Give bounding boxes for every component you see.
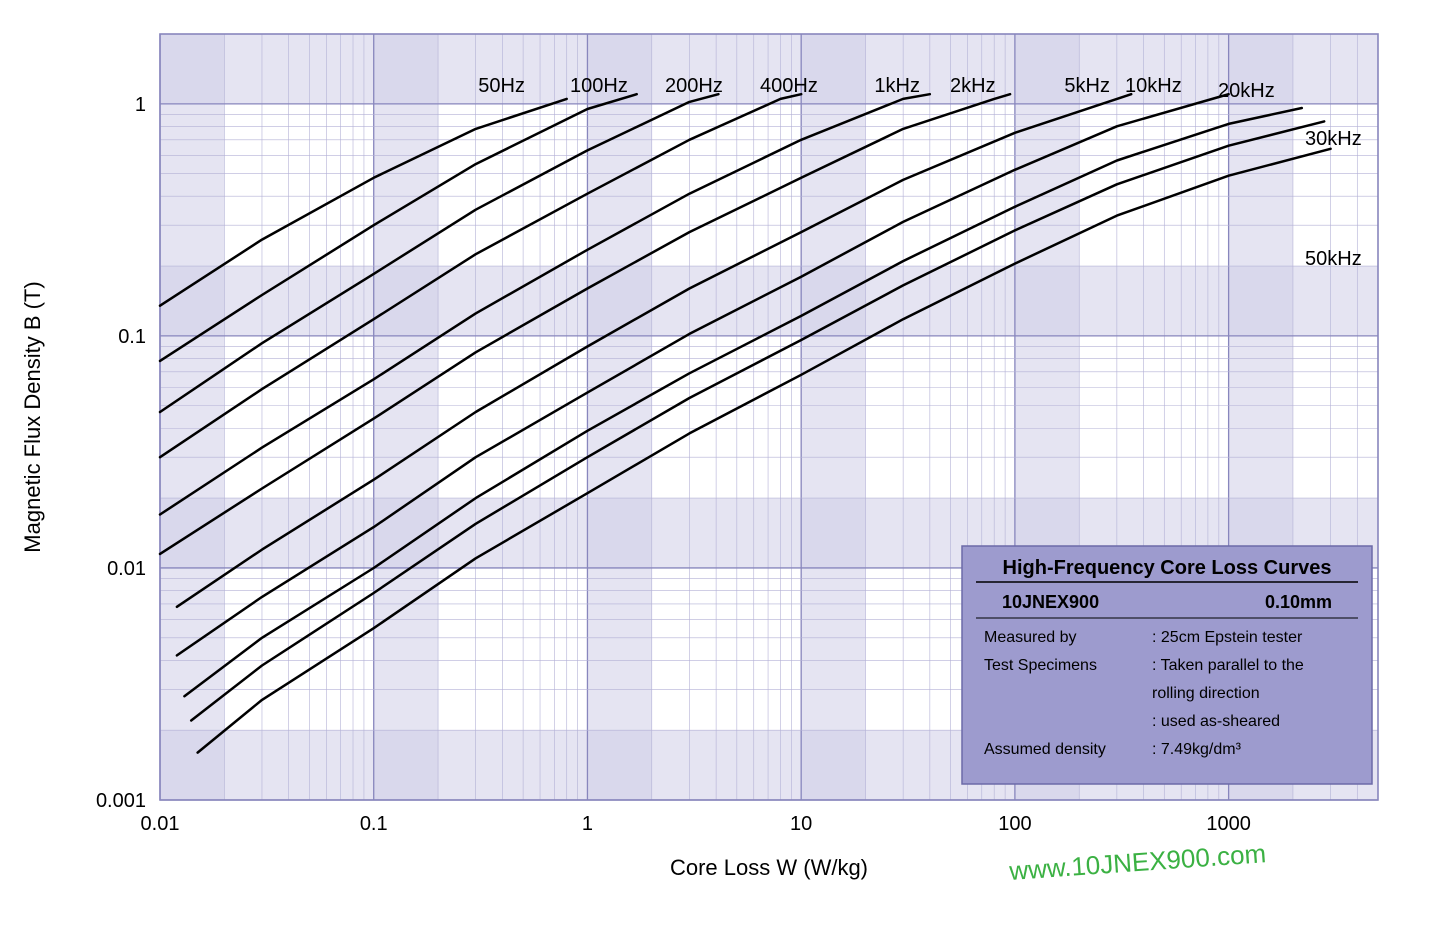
info-box-thickness: 0.10mm xyxy=(1265,592,1332,612)
y-tick-label: 1 xyxy=(135,94,146,116)
curve-label-20khz: 20kHz xyxy=(1218,80,1275,102)
x-tick-label: 0.1 xyxy=(360,813,388,835)
y-axis-label: Magnetic Flux Density B (T) xyxy=(20,281,45,552)
curve-label-5khz: 5kHz xyxy=(1064,75,1110,97)
info-box-row-value: : 25cm Epstein tester xyxy=(1152,629,1303,646)
y-tick-label: 0.01 xyxy=(107,558,146,580)
curve-label-400hz: 400Hz xyxy=(760,75,818,97)
chart-container: 50Hz 100Hz 200Hz 400Hz 1kHz 2kHz 5kHz 10kHz 20kH… xyxy=(0,0,1431,931)
x-tick-label: 1 xyxy=(582,813,593,835)
info-box-material: 10JNEX900 xyxy=(1002,592,1099,612)
info-box-row-value: : used as-sheared xyxy=(1152,713,1280,730)
x-axis-label: Core Loss W (W/kg) xyxy=(670,855,868,880)
x-tick-label: 100 xyxy=(998,813,1031,835)
x-tick-label: 0.01 xyxy=(141,813,180,835)
info-box-row-label: Measured by xyxy=(984,629,1077,646)
curve-label-1khz: 1kHz xyxy=(874,75,920,97)
info-box-title: High-Frequency Core Loss Curves xyxy=(1003,557,1332,579)
curve-label-50khz: 50kHz xyxy=(1305,248,1362,270)
curve-label-200hz: 200Hz xyxy=(665,75,723,97)
curve-label-2khz: 2kHz xyxy=(950,75,996,97)
x-tick-label: 10 xyxy=(790,813,812,835)
core-loss-chart-svg: 50Hz 100Hz 200Hz 400Hz 1kHz 2kHz 5kHz 10kHz 20kH… xyxy=(0,0,1431,931)
y-tick-label: 0.1 xyxy=(118,326,146,348)
info-box-row-value: : Taken parallel to the xyxy=(1152,657,1304,674)
curve-label-10khz: 10kHz xyxy=(1125,75,1182,97)
curve-label-100hz: 100Hz xyxy=(570,75,628,97)
curve-label-50hz: 50Hz xyxy=(478,75,525,97)
curve-label-30khz: 30kHz xyxy=(1305,128,1362,150)
info-box-row-value: : 7.49kg/dm³ xyxy=(1152,741,1242,758)
info-box-row-label: Assumed density xyxy=(984,741,1106,758)
info-box: High-Frequency Core Loss Curves 10JNEX900… xyxy=(962,546,1372,784)
y-tick-label: 0.001 xyxy=(96,790,146,812)
info-box-row-label: Test Specimens xyxy=(984,657,1097,674)
info-box-row-value: rolling direction xyxy=(1152,685,1260,702)
x-tick-label: 1000 xyxy=(1206,813,1251,835)
